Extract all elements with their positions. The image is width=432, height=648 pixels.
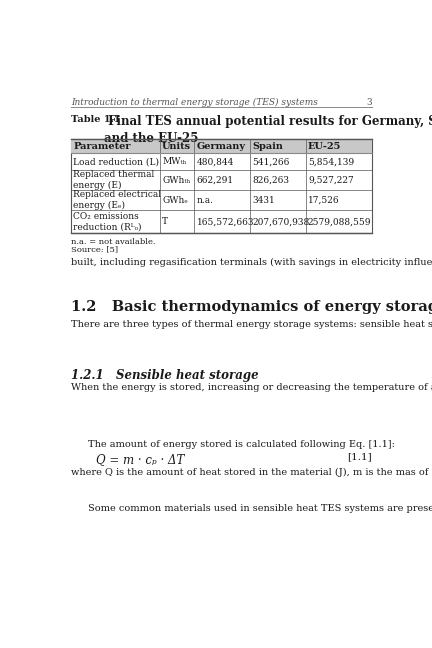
Text: GWhₜₕ: GWhₜₕ xyxy=(162,176,191,185)
Text: Table 1.1: Table 1.1 xyxy=(71,115,121,124)
Text: n.a.: n.a. xyxy=(197,196,214,205)
Text: where Q is the amount of heat stored in the material (J), m is the mas of storag: where Q is the amount of heat stored in … xyxy=(71,468,432,478)
Text: CO₂ emissions
reduction (Rᴸₒ): CO₂ emissions reduction (Rᴸₒ) xyxy=(73,212,142,231)
Text: When the energy is stored, increasing or decreasing the temperature of a storage: When the energy is stored, increasing or… xyxy=(71,383,432,391)
Text: 541,266: 541,266 xyxy=(252,157,290,166)
Text: The amount of energy stored is calculated following Eq. [1.1]:: The amount of energy stored is calculate… xyxy=(88,441,395,450)
Text: Replaced thermal
energy (E): Replaced thermal energy (E) xyxy=(73,170,155,190)
Text: There are three types of thermal energy storage systems: sensible heat storage, : There are three types of thermal energy … xyxy=(71,319,432,329)
Text: EU-25: EU-25 xyxy=(308,142,341,151)
Bar xyxy=(71,139,372,233)
Text: Germany: Germany xyxy=(197,142,246,151)
Text: 1.2.1   Sensible heat storage: 1.2.1 Sensible heat storage xyxy=(71,369,259,382)
Text: Spain: Spain xyxy=(252,142,283,151)
Text: 5,854,139: 5,854,139 xyxy=(308,157,354,166)
Text: n.a. = not available.: n.a. = not available. xyxy=(71,238,156,246)
Text: built, including regasification terminals (with savings in electricity influenci: built, including regasification terminal… xyxy=(71,258,432,267)
Text: Replaced electrical
energy (Eₑ): Replaced electrical energy (Eₑ) xyxy=(73,191,162,210)
Text: Units: Units xyxy=(162,142,191,151)
Text: 662,291: 662,291 xyxy=(197,176,234,185)
Text: 207,670,938: 207,670,938 xyxy=(252,217,310,226)
Text: Introduction to thermal energy storage (TES) systems: Introduction to thermal energy storage (… xyxy=(71,98,318,107)
Text: [1.1]: [1.1] xyxy=(347,453,372,462)
Text: Q = m · cₚ · ΔT: Q = m · cₚ · ΔT xyxy=(96,453,184,466)
Text: 17,526: 17,526 xyxy=(308,196,340,205)
Text: 3431: 3431 xyxy=(252,196,275,205)
Text: 9,527,227: 9,527,227 xyxy=(308,176,354,185)
Bar xyxy=(71,139,372,153)
Text: Some common materials used in sensible heat TES systems are presented in Table 1: Some common materials used in sensible h… xyxy=(88,503,432,513)
Text: Load reduction (L): Load reduction (L) xyxy=(73,157,159,166)
Text: Parameter: Parameter xyxy=(73,142,131,151)
Text: Source: [5]: Source: [5] xyxy=(71,246,118,253)
Text: 1.2   Basic thermodynamics of energy storage: 1.2 Basic thermodynamics of energy stora… xyxy=(71,300,432,314)
Text: T: T xyxy=(162,217,168,226)
Text: 480,844: 480,844 xyxy=(197,157,234,166)
Text: MWₜₕ: MWₜₕ xyxy=(162,157,187,166)
Text: Final TES annual potential results for Germany, Spain
and the EU-25: Final TES annual potential results for G… xyxy=(104,115,432,145)
Text: 165,572,663: 165,572,663 xyxy=(197,217,254,226)
Text: 3: 3 xyxy=(366,98,372,107)
Text: 826,263: 826,263 xyxy=(252,176,289,185)
Text: GWhₑ: GWhₑ xyxy=(162,196,188,205)
Text: 2579,088,559: 2579,088,559 xyxy=(308,217,372,226)
